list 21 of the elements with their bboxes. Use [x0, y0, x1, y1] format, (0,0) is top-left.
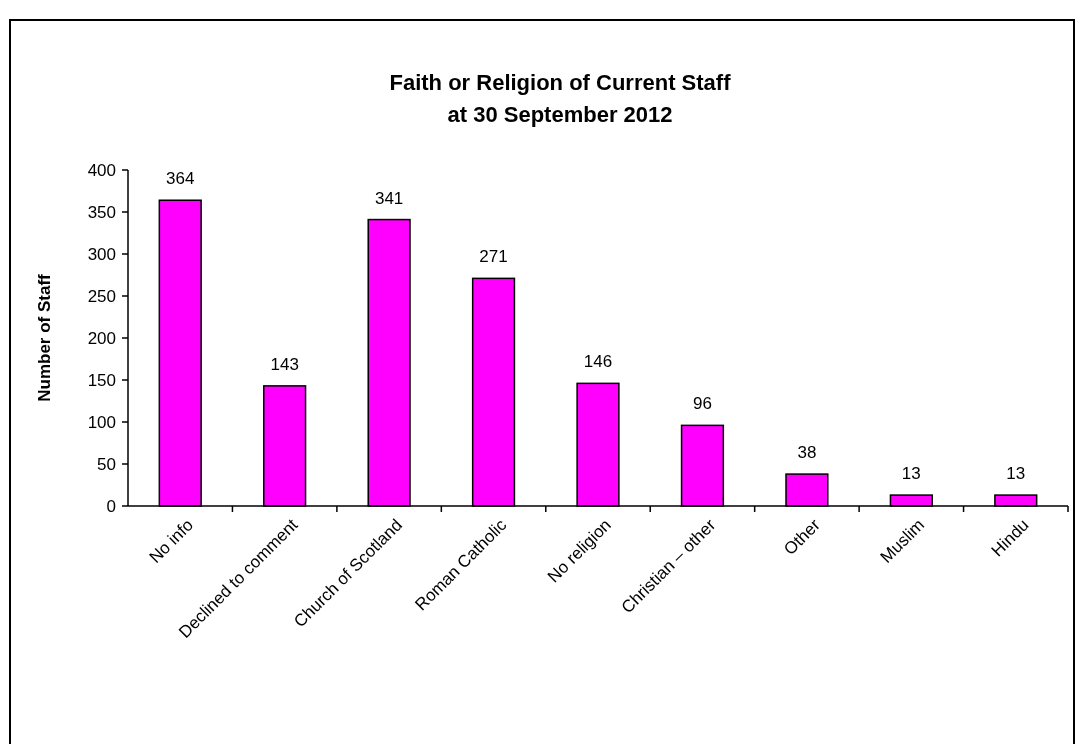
data-label: 341 [374, 188, 404, 208]
data-label: 146 [583, 352, 613, 372]
chart-title: Faith or Religion of Current Staff at 30 September 2012 [389, 70, 732, 127]
y-tick-label: 150 [87, 370, 116, 390]
x-tick-label: No info [145, 515, 198, 567]
y-tick-label: 400 [87, 160, 116, 180]
y-axis-title: Number of Staff [35, 273, 54, 402]
data-label: 96 [692, 394, 712, 414]
data-label: 364 [166, 169, 195, 189]
y-tick-label: 350 [87, 202, 116, 222]
y-tick-label: 200 [87, 328, 116, 348]
data-label: 13 [1006, 464, 1026, 484]
y-tick-label: 250 [87, 286, 116, 306]
y-tick-label: 300 [87, 244, 116, 264]
y-tick-label: 100 [87, 412, 116, 432]
y-tick-label: 0 [106, 496, 116, 516]
data-label: 143 [270, 354, 299, 374]
data-label: 38 [797, 443, 817, 463]
data-label: 13 [901, 464, 921, 484]
y-tick-label: 50 [97, 454, 116, 474]
data-label: 271 [479, 247, 508, 267]
